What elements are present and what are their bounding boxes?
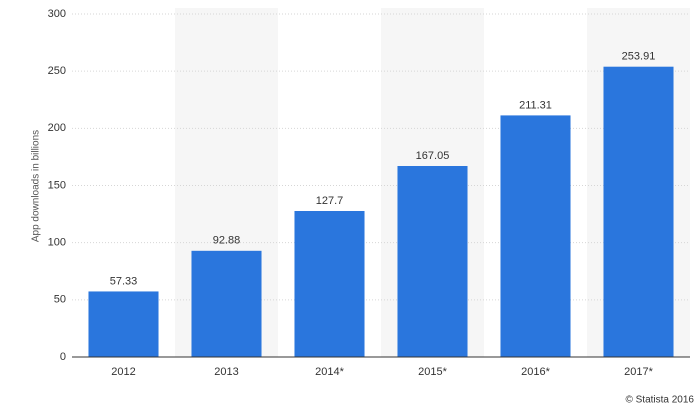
y-tick-label: 50 bbox=[54, 294, 66, 306]
bar bbox=[294, 210, 365, 357]
y-tick-label: 0 bbox=[60, 351, 66, 363]
x-tick-label: 2014* bbox=[315, 366, 344, 378]
y-tick-label: 300 bbox=[48, 8, 66, 20]
value-label: 211.31 bbox=[519, 99, 552, 111]
value-label: 167.05 bbox=[416, 150, 450, 162]
bar bbox=[397, 166, 468, 357]
x-tick-label: 2015* bbox=[418, 366, 447, 378]
x-tick-label: 2012 bbox=[111, 366, 135, 378]
y-axis-label: App downloads in billions bbox=[31, 130, 42, 242]
x-tick-label: 2017* bbox=[624, 366, 653, 378]
x-tick-label: 2016* bbox=[521, 366, 550, 378]
y-tick-label: 100 bbox=[48, 237, 66, 249]
y-tick-label: 250 bbox=[48, 65, 66, 77]
y-tick-label: 150 bbox=[48, 179, 66, 191]
value-label: 92.88 bbox=[213, 235, 241, 247]
y-tick-label: 200 bbox=[48, 122, 66, 134]
value-label: 127.7 bbox=[316, 195, 344, 207]
bar bbox=[500, 115, 571, 357]
value-label: 253.91 bbox=[622, 51, 656, 63]
bar bbox=[191, 250, 262, 357]
source-credit: © Statista 2016 bbox=[625, 395, 694, 406]
value-label: 57.33 bbox=[110, 275, 138, 287]
x-tick-label: 2013 bbox=[214, 366, 238, 378]
bar bbox=[603, 66, 674, 358]
bar bbox=[88, 291, 159, 357]
